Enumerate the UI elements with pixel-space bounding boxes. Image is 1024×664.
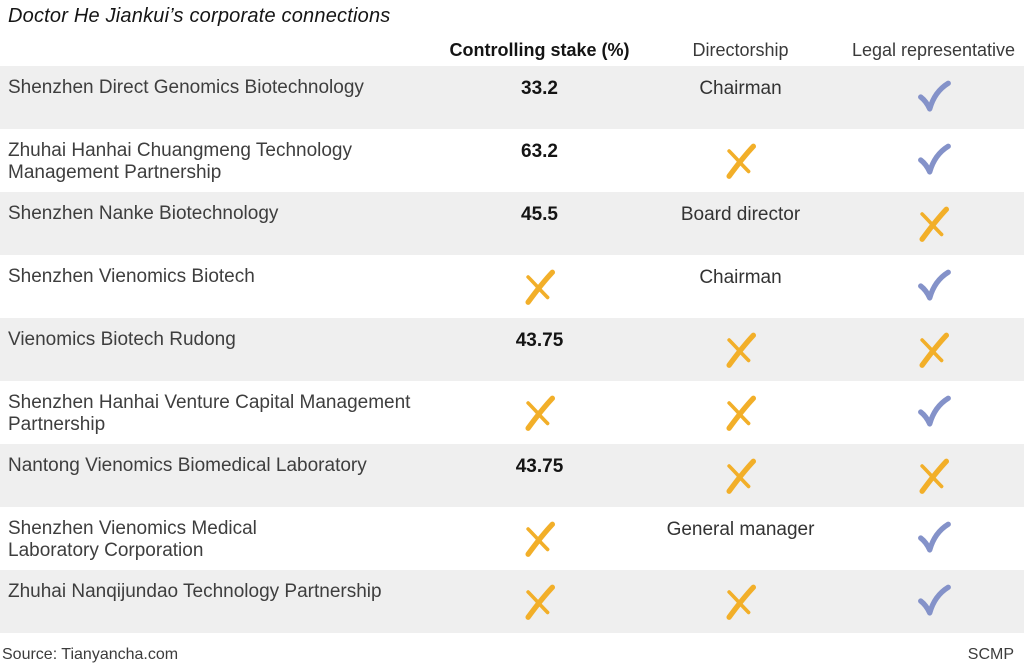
cross-icon: [725, 584, 756, 620]
cross-icon: [524, 269, 555, 305]
directorship-cell-value: Board director: [680, 204, 801, 225]
legal-representative-cell: [843, 255, 1024, 318]
cross-icon: [524, 584, 555, 620]
company-name: Vienomics Biotech Rudong: [8, 329, 236, 350]
check-icon: [917, 521, 951, 553]
cross-icon: [918, 206, 949, 242]
directorship-cell: [638, 129, 843, 192]
directorship-cell-value: Chairman: [699, 267, 782, 288]
check-icon: [917, 80, 951, 112]
company-name: Shenzhen Direct Genomics Biotechnology: [8, 77, 364, 98]
directorship-cell-value: General manager: [666, 519, 815, 540]
company-name: Zhuhai Hanhai Chuangmeng Technology Mana…: [8, 140, 353, 183]
table-row: Shenzhen Direct Genomics Biotechnology 33…: [0, 66, 1024, 129]
company-name: Shenzhen Nanke Biotechnology: [8, 203, 279, 224]
company-name: Nantong Vienomics Biomedical Laboratory: [8, 455, 367, 476]
directorship-cell: [638, 381, 843, 444]
directorship-cell: Chairman: [638, 255, 843, 318]
cross-icon: [725, 332, 756, 368]
page-title: Doctor He Jiankui’s corporate connection…: [8, 5, 391, 27]
directorship-cell-value: Chairman: [699, 78, 782, 99]
legal-representative-cell: [843, 129, 1024, 192]
table-row: Vienomics Biotech Rudong 43.75: [0, 318, 1024, 381]
controlling-stake-cell-value: 45.5: [521, 204, 558, 225]
controlling-stake-cell-value: 43.75: [515, 456, 564, 477]
table-row: Shenzhen Vienomics Biotech Chairman: [0, 255, 1024, 318]
cross-icon: [918, 332, 949, 368]
controlling-stake-cell: 43.75: [441, 318, 638, 381]
cross-icon: [524, 395, 555, 431]
source-text: Source: Tianyancha.com: [2, 646, 179, 663]
footer: Source: Tianyancha.com SCMP: [0, 633, 1024, 664]
cross-icon: [524, 521, 555, 557]
header-controlling-stake: Controlling stake (%): [449, 40, 630, 60]
check-icon: [917, 143, 951, 175]
table-row: Shenzhen Hanhai Venture Capital Manageme…: [0, 381, 1024, 444]
controlling-stake-cell: 45.5: [441, 192, 638, 255]
credit-text: SCMP: [967, 646, 1014, 663]
header-legal-representative: Legal representative: [851, 40, 1016, 60]
company-name: Shenzhen Hanhai Venture Capital Manageme…: [8, 392, 411, 435]
legal-representative-cell: [843, 66, 1024, 129]
check-icon: [917, 395, 951, 427]
legal-representative-cell: [843, 381, 1024, 444]
directorship-cell: [638, 570, 843, 633]
company-name: Shenzhen Vienomics Biotech: [8, 266, 255, 287]
company-name: Shenzhen Vienomics Medical Laboratory Co…: [8, 518, 257, 561]
directorship-cell: General manager: [638, 507, 843, 570]
controlling-stake-cell-value: 63.2: [521, 141, 558, 162]
legal-representative-cell: [843, 507, 1024, 570]
legal-representative-cell: [843, 570, 1024, 633]
legal-representative-cell: [843, 192, 1024, 255]
directorship-cell: [638, 318, 843, 381]
cross-icon: [725, 395, 756, 431]
table-body: Shenzhen Direct Genomics Biotechnology 33…: [0, 66, 1024, 633]
controlling-stake-cell: [441, 570, 638, 633]
cross-icon: [725, 458, 756, 494]
directorship-cell: Chairman: [638, 66, 843, 129]
header-directorship: Directorship: [692, 40, 789, 60]
controlling-stake-cell: [441, 507, 638, 570]
directorship-cell: Board director: [638, 192, 843, 255]
table-row: Shenzhen Vienomics Medical Laboratory Co…: [0, 507, 1024, 570]
check-icon: [917, 584, 951, 616]
table-header: Controlling stake (%) Directorship Legal…: [0, 28, 1024, 66]
controlling-stake-cell: 33.2: [441, 66, 638, 129]
directorship-cell: [638, 444, 843, 507]
legal-representative-cell: [843, 444, 1024, 507]
controlling-stake-cell: 63.2: [441, 129, 638, 192]
check-icon: [917, 269, 951, 301]
controlling-stake-cell: [441, 255, 638, 318]
table-row: Zhuhai Hanhai Chuangmeng Technology Mana…: [0, 129, 1024, 192]
controlling-stake-cell-value: 43.75: [515, 330, 564, 351]
controlling-stake-cell: 43.75: [441, 444, 638, 507]
legal-representative-cell: [843, 318, 1024, 381]
cross-icon: [725, 143, 756, 179]
table-row: Zhuhai Nanqijundao Technology Partnershi…: [0, 570, 1024, 633]
controlling-stake-cell: [441, 381, 638, 444]
table-row: Shenzhen Nanke Biotechnology 45.5 Board di…: [0, 192, 1024, 255]
controlling-stake-cell-value: 33.2: [521, 78, 558, 99]
table-row: Nantong Vienomics Biomedical Laboratory 4…: [0, 444, 1024, 507]
company-name: Zhuhai Nanqijundao Technology Partnershi…: [8, 581, 382, 602]
cross-icon: [918, 458, 949, 494]
